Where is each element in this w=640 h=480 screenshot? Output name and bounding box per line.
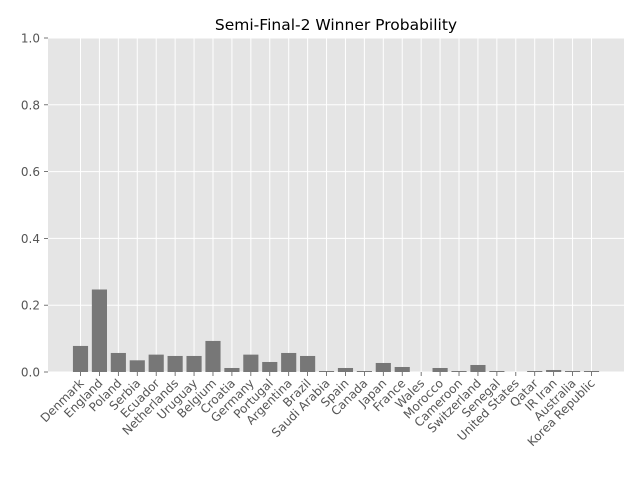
bar <box>167 355 183 372</box>
bar <box>356 370 372 372</box>
y-tick-label: 0.8 <box>21 98 40 112</box>
bar <box>281 352 297 372</box>
x-gridlines <box>80 38 592 372</box>
bar <box>262 361 278 372</box>
y-tick-label: 0.0 <box>21 366 40 380</box>
bar <box>318 370 335 372</box>
bar <box>470 364 486 372</box>
bar <box>129 360 145 372</box>
bar <box>110 352 126 372</box>
y-tick-label: 0.4 <box>21 232 40 246</box>
bar <box>394 366 410 372</box>
bar <box>337 367 354 372</box>
bars-group <box>72 289 600 372</box>
plot-background <box>48 38 624 372</box>
bar <box>91 289 107 372</box>
y-tick-label: 1.0 <box>21 32 40 46</box>
y-tick-label: 0.2 <box>21 299 40 313</box>
bar <box>186 355 202 372</box>
bar <box>565 370 581 372</box>
bar <box>451 370 467 372</box>
chart-title: Semi-Final-2 Winner Probability <box>215 16 457 34</box>
bar <box>205 340 221 372</box>
bar <box>432 367 448 372</box>
bar <box>243 354 259 372</box>
bar <box>527 370 543 372</box>
bar <box>546 369 562 372</box>
bar <box>375 362 391 372</box>
y-axis: 0.0 0.2 0.4 0.6 0.8 1.0 <box>21 32 48 380</box>
bar <box>148 354 164 372</box>
y-tick-label: 0.6 <box>21 165 40 179</box>
bar <box>72 345 89 372</box>
bar <box>300 355 316 372</box>
bar <box>583 370 600 372</box>
x-axis: DenmarkEnglandPolandSerbiaEcuadorNetherl… <box>38 372 598 449</box>
bar <box>489 370 505 372</box>
bar <box>224 367 240 372</box>
